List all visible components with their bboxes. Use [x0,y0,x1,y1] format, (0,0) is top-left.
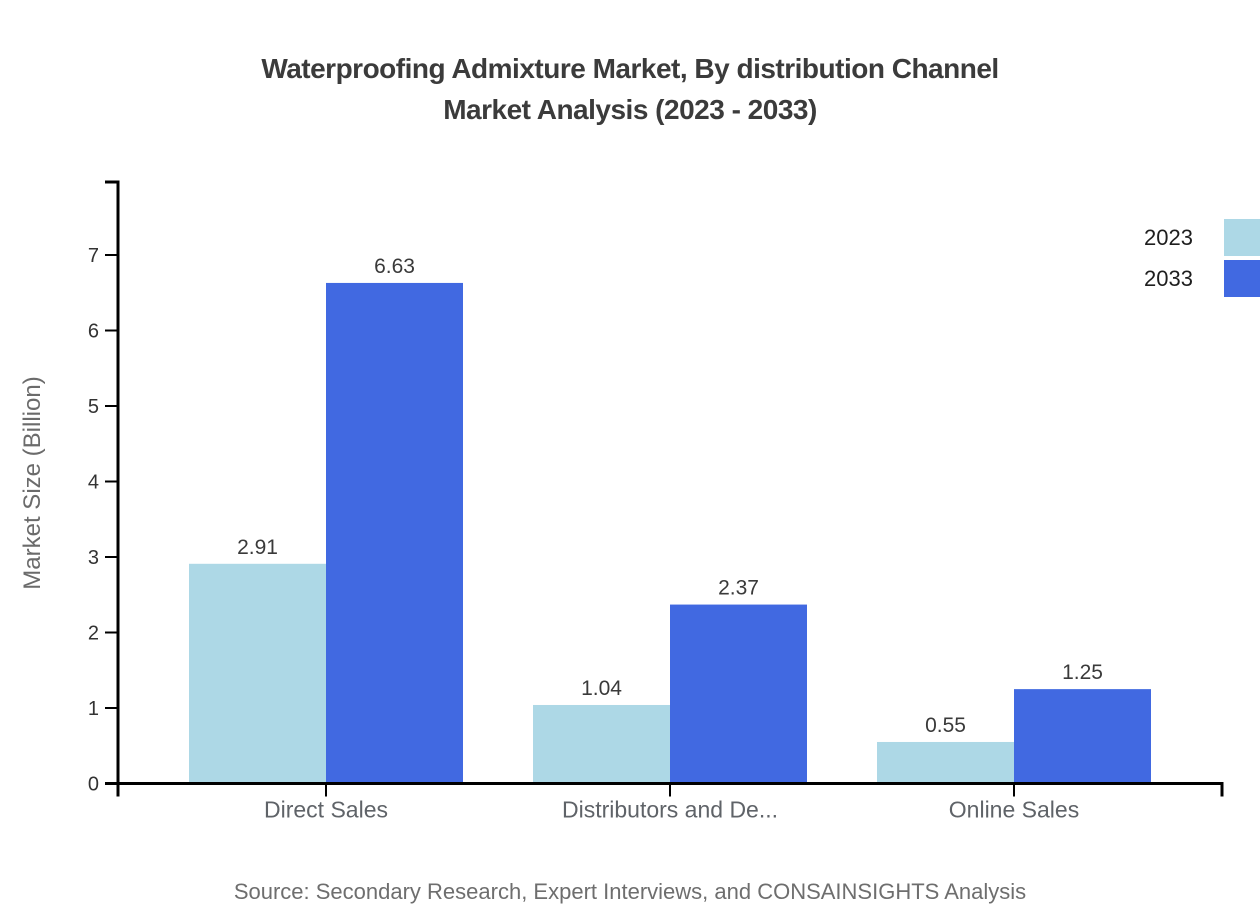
legend-swatch-2023 [1224,219,1260,256]
legend-swatch-2033 [1224,260,1260,297]
y-tick-label: 4 [88,472,99,494]
legend-label-2033: 2033 [1144,266,1193,291]
bar-2023-direct-sales [189,563,326,784]
bar-value-label: 6.63 [374,255,415,278]
y-tick-label: 1 [88,698,99,720]
y-tick-label: 2 [88,623,99,645]
bar-2033-online-sales [1014,689,1151,784]
y-tick-label: 5 [88,396,99,418]
bar-value-label: 1.25 [1062,661,1103,684]
legend-label-2023: 2023 [1144,225,1193,250]
y-tick-label: 0 [88,774,99,796]
chart-title-line2: Market Analysis (2023 - 2033) [443,94,817,125]
x-category-label-direct-sales: Direct Sales [264,797,388,823]
chart-title: Waterproofing Admixture Market, By distr… [0,48,1260,130]
bar-2023-distributors-and-de [533,704,670,784]
x-category-label-distributors-and-de: Distributors and De... [562,797,778,823]
bar-value-label: 1.04 [581,677,622,700]
y-tick-label: 7 [88,245,99,267]
bar-value-label: 2.91 [237,536,278,559]
bar-value-label: 2.37 [718,577,759,600]
legend-item-2023: 2023 [0,218,1260,258]
x-category-label-online-sales: Online Sales [949,797,1079,823]
y-tick-label: 6 [88,321,99,343]
bar-2033-distributors-and-de [670,604,807,784]
legend-item-2033: 2033 [0,259,1260,299]
chart-title-line1: Waterproofing Admixture Market, By distr… [261,53,999,84]
bar-2023-online-sales [877,741,1014,784]
bar-2033-direct-sales [326,282,463,784]
bar-value-label: 0.55 [925,714,966,737]
y-tick-label: 3 [88,547,99,569]
source-note: Source: Secondary Research, Expert Inter… [233,879,1027,904]
y-axis-line [105,180,120,785]
